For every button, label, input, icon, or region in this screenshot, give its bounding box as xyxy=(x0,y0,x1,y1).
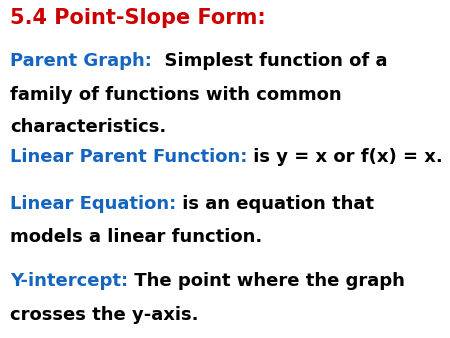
Text: is an equation that: is an equation that xyxy=(176,195,374,213)
Text: 5.4 Point-Slope Form:: 5.4 Point-Slope Form: xyxy=(10,8,266,28)
Text: crosses the y-axis.: crosses the y-axis. xyxy=(10,306,198,324)
Text: family of functions with common: family of functions with common xyxy=(10,86,342,104)
Text: Simplest function of a: Simplest function of a xyxy=(152,52,387,70)
Text: characteristics.: characteristics. xyxy=(10,118,166,136)
Text: Parent Graph:: Parent Graph: xyxy=(10,52,152,70)
Text: Y-intercept:: Y-intercept: xyxy=(10,272,128,290)
Text: is y = x or f(x) = x.: is y = x or f(x) = x. xyxy=(248,148,443,166)
Text: models a linear function.: models a linear function. xyxy=(10,228,262,246)
Text: Linear Equation:: Linear Equation: xyxy=(10,195,176,213)
Text: The point where the graph: The point where the graph xyxy=(128,272,405,290)
Text: Linear Parent Function:: Linear Parent Function: xyxy=(10,148,248,166)
